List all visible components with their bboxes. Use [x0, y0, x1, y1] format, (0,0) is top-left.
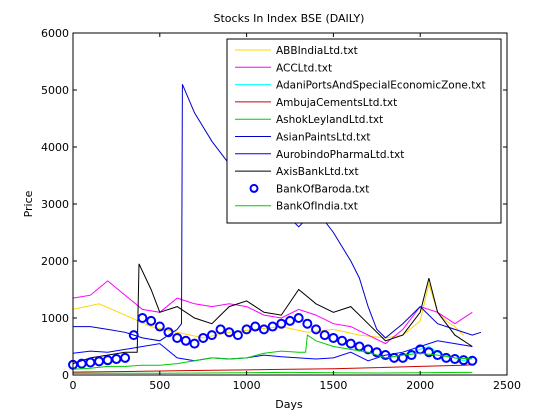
data-point [345, 338, 356, 349]
data-point [267, 321, 278, 332]
legend-marker [249, 183, 259, 193]
data-point [337, 335, 348, 346]
data-point [180, 335, 191, 346]
legend-label: AshokLeylandLtd.txt [276, 114, 383, 126]
data-point [172, 332, 183, 343]
data-point [328, 332, 339, 343]
x-tick-label: 2500 [493, 379, 521, 392]
data-point [354, 341, 365, 352]
data-point [163, 327, 174, 338]
data-point [94, 356, 105, 367]
data-point [241, 324, 252, 335]
y-tick-label: 0 [62, 369, 69, 382]
data-point [215, 324, 226, 335]
data-point [128, 330, 139, 341]
data-point [146, 315, 157, 326]
data-point [389, 352, 400, 363]
legend-box [226, 38, 502, 224]
series-1 [72, 280, 473, 345]
data-point [311, 324, 322, 335]
legend-label: AurobindoPharmaLtd.txt [276, 149, 404, 161]
x-tick-label: 1000 [233, 379, 261, 392]
data-point [189, 338, 200, 349]
series-7 [72, 263, 473, 365]
data-point [232, 330, 243, 341]
chart-title: Stocks In Index BSE (DAILY) [214, 12, 365, 25]
x-tick-label: 1500 [319, 379, 347, 392]
data-point [371, 347, 382, 358]
y-tick-label: 2000 [41, 255, 69, 268]
series-line [72, 280, 473, 345]
data-point [206, 330, 217, 341]
y-axis-label: Price [22, 190, 35, 217]
data-point [293, 313, 304, 323]
series-8 [68, 313, 478, 370]
legend: ABBIndiaLtd.txt ACCLtd.txt AdaniPortsAndSp… [226, 38, 502, 224]
series-6 [72, 340, 473, 362]
series-line [72, 263, 473, 365]
y-tick-label: 6000 [41, 27, 69, 40]
data-point [85, 357, 96, 368]
series-9 [72, 334, 473, 370]
data-point [258, 324, 269, 335]
data-point [423, 347, 434, 358]
legend-label: AmbujaCementsLtd.txt [276, 97, 397, 109]
series-line [72, 364, 473, 373]
series-line [73, 371, 473, 374]
y-tick-label: 4000 [41, 141, 69, 154]
x-tick-label: 500 [149, 379, 170, 392]
data-point [250, 321, 261, 332]
legend-label: BankOfIndia.txt [276, 201, 358, 213]
data-point [102, 355, 113, 366]
legend-label: AsianPaintsLtd.txt [276, 132, 371, 144]
legend-label: ACCLtd.txt [276, 62, 332, 74]
series-3 [72, 364, 473, 373]
data-point [137, 313, 148, 323]
data-point [120, 352, 131, 363]
data-point [198, 332, 209, 343]
data-point [285, 315, 295, 326]
data-point [224, 327, 235, 338]
data-point [380, 350, 391, 361]
legend-label: AdaniPortsAndSpecialEconomicZone.txt [276, 80, 486, 92]
data-point [363, 344, 374, 355]
data-point [397, 352, 408, 363]
data-point [111, 354, 122, 365]
legend-label: BankOfBaroda.txt [276, 183, 369, 195]
data-point [302, 318, 313, 329]
y-tick-label: 5000 [41, 84, 69, 97]
data-point [319, 330, 330, 341]
data-point [467, 355, 478, 366]
x-tick-label: 2000 [406, 379, 434, 392]
series-line [72, 334, 473, 370]
y-tick-label: 1000 [41, 312, 69, 325]
series-line [72, 340, 473, 362]
legend-label: ABBIndiaLtd.txt [276, 45, 358, 57]
data-point [276, 318, 287, 329]
y-tick-label: 3000 [41, 198, 69, 211]
data-point [154, 321, 165, 332]
ticks-layer: 0 500 1000 1500 2000 2500 0 1000 2000 3000 4000 500… [41, 27, 521, 392]
x-axis-label: Days [275, 398, 303, 411]
legend-label: AxisBankLtd.txt [276, 166, 359, 178]
x-tick-label: 0 [70, 379, 77, 392]
series-4 [73, 371, 473, 374]
